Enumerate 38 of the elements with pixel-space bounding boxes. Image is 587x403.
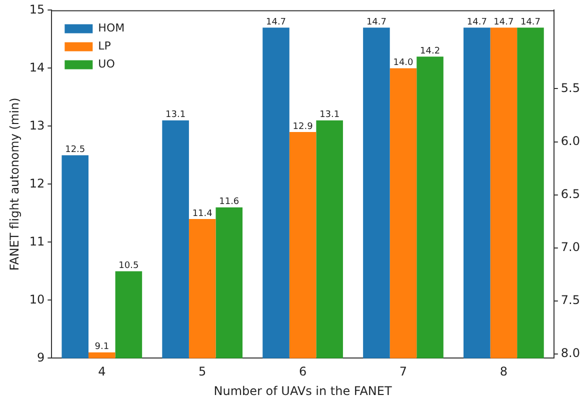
y-tick-label: 14 (29, 60, 45, 74)
y-tick-label: 11 (29, 234, 45, 248)
x-tick-label: 5 (198, 364, 206, 379)
data-label: 12.9 (292, 122, 314, 132)
y2-tick-label: 5.5 (560, 80, 580, 95)
y2-tick-label: 8.0 (560, 346, 580, 360)
y-tick-label: 12 (29, 176, 45, 190)
legend-label: HOM (98, 22, 125, 35)
data-label: 14.7 (266, 17, 286, 28)
data-label: 10.5 (118, 261, 139, 272)
x-tick-label: 6 (298, 364, 307, 379)
data-label: 14.7 (366, 17, 386, 28)
data-label: 14.0 (393, 58, 414, 68)
y2-tick-label: 7.0 (560, 240, 580, 254)
x-axis-title: Number of UAVs in the FANET (214, 384, 392, 398)
x-tick-label: 8 (500, 364, 508, 379)
y2-tick-label: 6.5 (560, 186, 580, 201)
data-label: 13.1 (166, 110, 186, 120)
y-tick-label: 13 (29, 118, 45, 132)
y-tick-label: 10 (29, 292, 45, 306)
data-label: 12.5 (65, 145, 86, 156)
data-label: 9.1 (94, 342, 110, 352)
data-label: 14.7 (494, 17, 514, 28)
data-label: 11.4 (192, 208, 213, 219)
y2-tick-label: 6.0 (560, 134, 580, 148)
data-label: 14.2 (420, 46, 440, 56)
y-axis-title: FANET flight autonomy (min) (7, 98, 22, 271)
x-tick-label: 7 (399, 364, 408, 379)
legend-label: LP (98, 40, 112, 53)
x-tick-label: 4 (98, 364, 106, 379)
data-label: 13.1 (320, 110, 340, 120)
data-label: 14.7 (520, 17, 540, 28)
data-label: 14.7 (466, 17, 487, 28)
data-label: 11.6 (219, 197, 240, 208)
y-tick-label: 9 (37, 350, 45, 364)
y2-tick-label: 7.5 (560, 293, 580, 308)
y-tick-label: 15 (29, 2, 45, 16)
legend-label: UO (98, 58, 116, 71)
